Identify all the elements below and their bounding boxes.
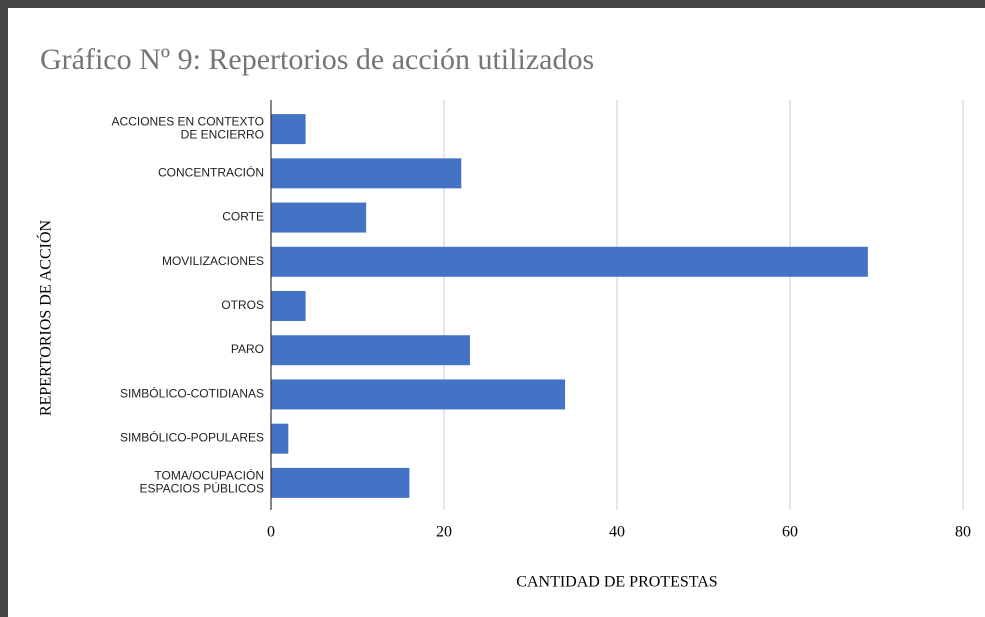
bar [271, 158, 462, 189]
bar [271, 291, 306, 321]
y-tick-label: MOVILIZACIONES [162, 254, 264, 268]
bar [271, 246, 868, 277]
y-tick-label: OTROS [221, 298, 264, 312]
y-tick-label: CONCENTRACIÓN [158, 165, 264, 180]
y-axis-label: REPERTORIOS DE ACCIÓN [36, 220, 55, 417]
bar [271, 335, 470, 366]
y-tick-label: SIMBÓLICO-COTIDIANAS [120, 386, 264, 401]
y-tick-label: ACCIONES EN CONTEXTO DE ENCIERRO [112, 115, 264, 142]
x-tick-label: 40 [609, 524, 625, 541]
y-tick-label: TOMA/OCUPACIÓN ESPACIOS PÚBLICOS [140, 468, 264, 496]
bar [271, 423, 289, 454]
y-tick-label: CORTE [222, 210, 264, 224]
bar [271, 202, 367, 233]
bar [271, 379, 566, 410]
x-axis-label: CANTIDAD DE PROTESTAS [516, 574, 717, 591]
x-tick-label: 0 [267, 524, 275, 541]
bar [271, 467, 410, 498]
x-tick-label: 60 [782, 524, 798, 541]
chart-title: Gráfico Nº 9: Repertorios de acción util… [40, 43, 594, 76]
x-tick-label: 80 [955, 524, 971, 541]
y-tick-label: PARO [231, 342, 264, 356]
bar [271, 114, 306, 145]
y-tick-label: SIMBÓLICO-POPULARES [120, 430, 264, 445]
x-tick-label: 20 [436, 524, 452, 541]
